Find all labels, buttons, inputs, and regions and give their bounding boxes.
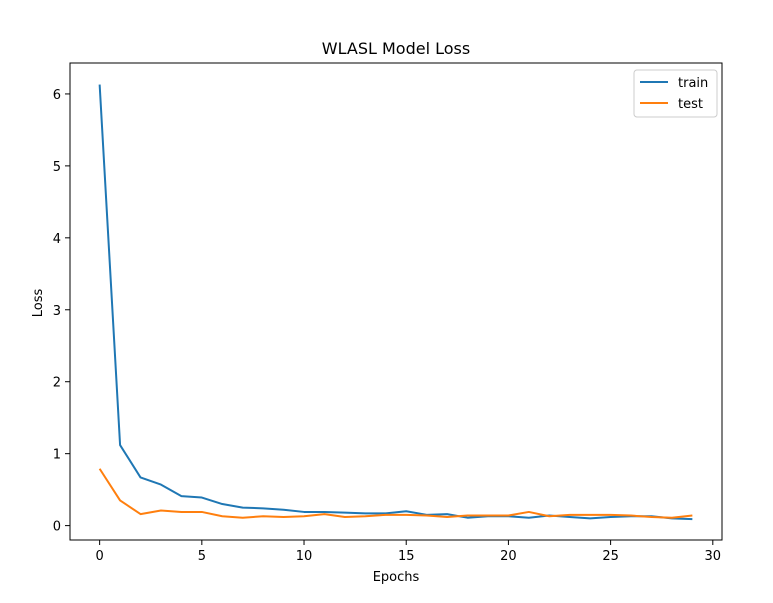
y-tick-label: 0 <box>53 520 61 535</box>
y-tick-label: 5 <box>53 160 61 175</box>
y-axis-label: Loss <box>31 289 46 318</box>
x-tick-label: 15 <box>398 549 415 564</box>
x-tick-label: 20 <box>500 549 517 564</box>
x-tick-label: 0 <box>95 549 103 564</box>
legend: train test <box>633 69 718 118</box>
x-axis-label: Epochs <box>373 570 420 585</box>
legend-label-test: test <box>678 97 703 112</box>
y-tick-label: 2 <box>53 376 61 391</box>
x-tick-label: 25 <box>602 549 619 564</box>
y-tick-label: 1 <box>53 448 61 463</box>
axes-frame <box>69 62 723 541</box>
x-tick-label: 30 <box>705 549 722 564</box>
series-line-test <box>98 468 693 519</box>
series-lines <box>98 84 693 521</box>
y-axis-ticks: 0 1 2 3 4 5 6 <box>53 88 70 535</box>
x-tick-label: 5 <box>198 549 206 564</box>
x-tick-label: 10 <box>296 549 313 564</box>
x-axis-ticks: 0 5 10 15 20 25 30 <box>95 540 721 564</box>
series-line-train <box>98 84 693 521</box>
y-tick-label: 6 <box>53 88 61 103</box>
y-tick-label: 4 <box>53 232 61 247</box>
legend-label-train: train <box>678 76 708 91</box>
y-tick-label: 3 <box>53 304 61 319</box>
plot-area <box>69 62 723 541</box>
chart-title: WLASL Model Loss <box>322 39 470 58</box>
